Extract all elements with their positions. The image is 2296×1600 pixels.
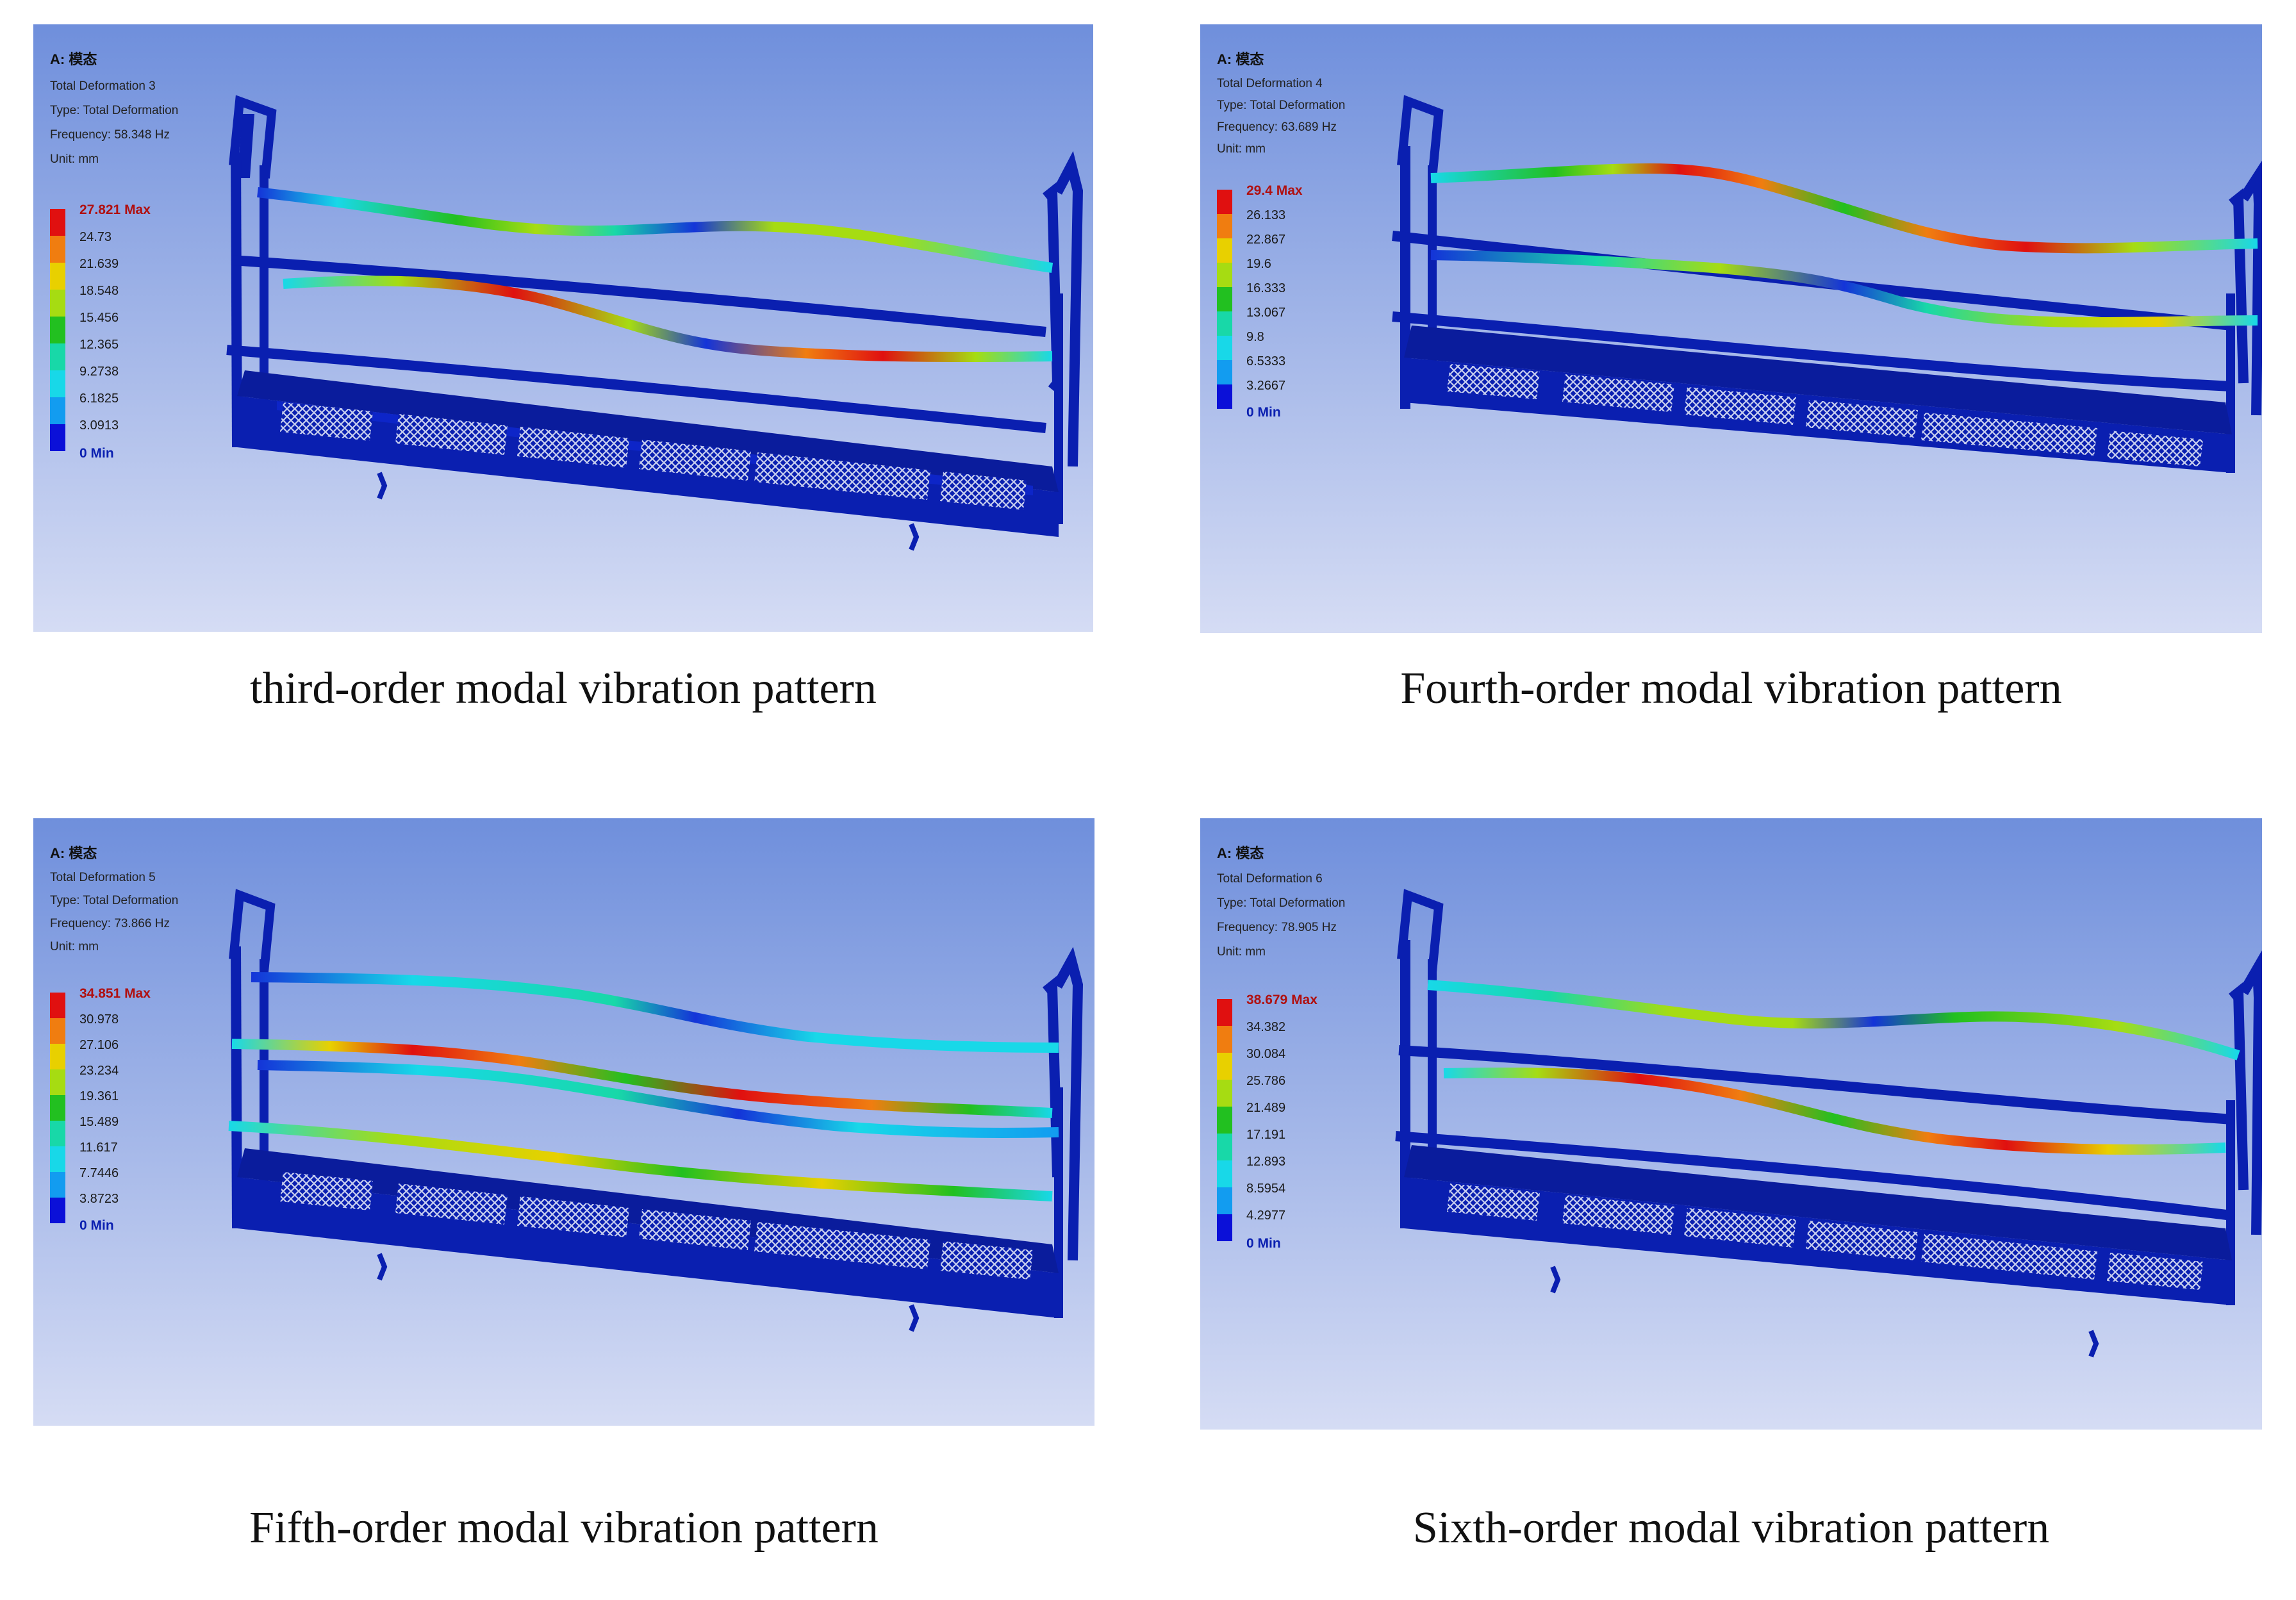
- info-block: A: 模态 Total Deformation 3 Type: Total De…: [50, 51, 178, 166]
- svg-text:Unit: mm: Unit: mm: [1217, 945, 1266, 959]
- svg-text:12.893: 12.893: [1246, 1155, 1285, 1169]
- svg-text:8.5954: 8.5954: [1246, 1182, 1285, 1196]
- svg-text:12.365: 12.365: [79, 338, 119, 352]
- viewport-background: [33, 24, 1093, 632]
- legend-min-label: 0 Min: [79, 1218, 114, 1233]
- modal-result-panel: A: 模态 Total Deformation 3 Type: Total De…: [33, 24, 1093, 632]
- viewport-background: [33, 818, 1094, 1426]
- modal-result-panel: A: 模态 Total Deformation 6 Type: Total De…: [1200, 818, 2262, 1430]
- svg-text:21.639: 21.639: [79, 257, 119, 271]
- svg-text:4.2977: 4.2977: [1246, 1208, 1285, 1223]
- svg-text:A: 模态: A: 模态: [1217, 845, 1264, 861]
- legend-max-label: 38.679 Max: [1246, 993, 1317, 1007]
- svg-text:9.8: 9.8: [1246, 330, 1264, 344]
- color-legend: 34.851 Max 30.978 27.106 23.234 19.361 1…: [50, 986, 151, 1233]
- info-block: A: 模态 Total Deformation 5 Type: Total De…: [50, 845, 178, 953]
- svg-text:3.2667: 3.2667: [1246, 379, 1285, 393]
- svg-text:15.456: 15.456: [79, 311, 119, 325]
- svg-text:17.191: 17.191: [1246, 1128, 1285, 1142]
- legend-min-label: 0 Min: [1246, 1236, 1281, 1251]
- panel-caption: Sixth-order modal vibration pattern: [1412, 1503, 2050, 1553]
- svg-text:A: 模态: A: 模态: [1217, 51, 1264, 67]
- svg-text:34.382: 34.382: [1246, 1020, 1285, 1034]
- legend-min-label: 0 Min: [79, 446, 114, 461]
- svg-text:30.978: 30.978: [79, 1012, 119, 1027]
- modal-result-panel: A: 模态 Total Deformation 4 Type: Total De…: [1200, 24, 2262, 633]
- svg-text:Total Deformation 6: Total Deformation 6: [1217, 872, 1323, 886]
- svg-text:21.489: 21.489: [1246, 1101, 1285, 1115]
- color-legend: 27.821 Max 24.73 21.639 18.548 15.456 12…: [50, 202, 151, 461]
- fea-viewport: A: 模态 Total Deformation 4 Type: Total De…: [1200, 24, 2262, 633]
- fea-viewport: A: 模态 Total Deformation 5 Type: Total De…: [33, 818, 1094, 1426]
- viewport-background: [1200, 818, 2262, 1430]
- svg-text:19.361: 19.361: [79, 1089, 119, 1103]
- info-block: A: 模态 Total Deformation 6 Type: Total De…: [1217, 845, 1345, 959]
- viewport-background: [1200, 24, 2262, 633]
- svg-text:A: 模态: A: 模态: [50, 845, 97, 861]
- svg-text:7.7446: 7.7446: [79, 1166, 119, 1180]
- svg-text:25.786: 25.786: [1246, 1074, 1285, 1088]
- legend-max-label: 29.4 Max: [1246, 183, 1303, 198]
- frame-model: [228, 889, 1084, 1332]
- panel-caption: Fourth-order modal vibration pattern: [1400, 664, 2062, 713]
- svg-text:11.617: 11.617: [79, 1141, 118, 1155]
- svg-text:15.489: 15.489: [79, 1115, 119, 1129]
- svg-text:3.0913: 3.0913: [79, 418, 119, 433]
- svg-text:23.234: 23.234: [79, 1064, 119, 1078]
- svg-text:Unit: mm: Unit: mm: [50, 940, 99, 953]
- svg-text:19.6: 19.6: [1246, 257, 1271, 271]
- svg-text:22.867: 22.867: [1246, 233, 1285, 247]
- fea-viewport: A: 模态 Total Deformation 3 Type: Total De…: [33, 24, 1093, 632]
- svg-text:Frequency: 63.689 Hz: Frequency: 63.689 Hz: [1217, 120, 1337, 134]
- svg-text:18.548: 18.548: [79, 284, 119, 298]
- fea-viewport: A: 模态 Total Deformation 6 Type: Total De…: [1200, 818, 2262, 1430]
- svg-text:3.8723: 3.8723: [79, 1192, 119, 1206]
- svg-text:27.106: 27.106: [79, 1038, 119, 1052]
- svg-text:Type: Total Deformation: Type: Total Deformation: [1217, 99, 1345, 112]
- legend-min-label: 0 Min: [1246, 405, 1281, 420]
- svg-text:24.73: 24.73: [79, 230, 111, 244]
- svg-text:Unit: mm: Unit: mm: [1217, 142, 1266, 156]
- svg-text:26.133: 26.133: [1246, 208, 1285, 222]
- svg-text:30.084: 30.084: [1246, 1047, 1285, 1061]
- svg-text:Frequency: 73.866 Hz: Frequency: 73.866 Hz: [50, 917, 170, 930]
- svg-text:Type: Total Deformation: Type: Total Deformation: [50, 104, 178, 117]
- svg-text:13.067: 13.067: [1246, 306, 1285, 320]
- modal-result-panel: A: 模态 Total Deformation 5 Type: Total De…: [33, 818, 1094, 1426]
- svg-text:9.2738: 9.2738: [79, 365, 119, 379]
- svg-text:6.5333: 6.5333: [1246, 354, 1285, 368]
- frame-model: [1392, 95, 2262, 473]
- svg-text:Type: Total Deformation: Type: Total Deformation: [1217, 896, 1345, 910]
- legend-max-label: 27.821 Max: [79, 202, 151, 217]
- svg-text:Frequency: 78.905 Hz: Frequency: 78.905 Hz: [1217, 921, 1337, 934]
- panel-caption: third-order modal vibration pattern: [250, 664, 877, 713]
- color-legend: 29.4 Max 26.133 22.867 19.6 16.333 13.06…: [1217, 183, 1303, 420]
- svg-text:Frequency: 58.348 Hz: Frequency: 58.348 Hz: [50, 128, 170, 142]
- color-legend: 38.679 Max 34.382 30.084 25.786 21.489 1…: [1217, 993, 1317, 1251]
- frame-model: [1395, 889, 2262, 1358]
- svg-text:Total Deformation 5: Total Deformation 5: [50, 871, 156, 884]
- svg-text:A: 模态: A: 模态: [50, 51, 97, 67]
- svg-text:6.1825: 6.1825: [79, 392, 119, 406]
- panel-caption: Fifth-order modal vibration pattern: [249, 1503, 879, 1553]
- svg-text:16.333: 16.333: [1246, 281, 1285, 295]
- info-block: A: 模态 Total Deformation 4 Type: Total De…: [1217, 51, 1345, 156]
- svg-text:Total Deformation 3: Total Deformation 3: [50, 79, 156, 93]
- svg-text:Type: Total Deformation: Type: Total Deformation: [50, 894, 178, 907]
- legend-max-label: 34.851 Max: [79, 986, 151, 1001]
- svg-text:Unit: mm: Unit: mm: [50, 153, 99, 166]
- frame-model: [226, 95, 1084, 551]
- svg-text:Total Deformation 4: Total Deformation 4: [1217, 77, 1323, 90]
